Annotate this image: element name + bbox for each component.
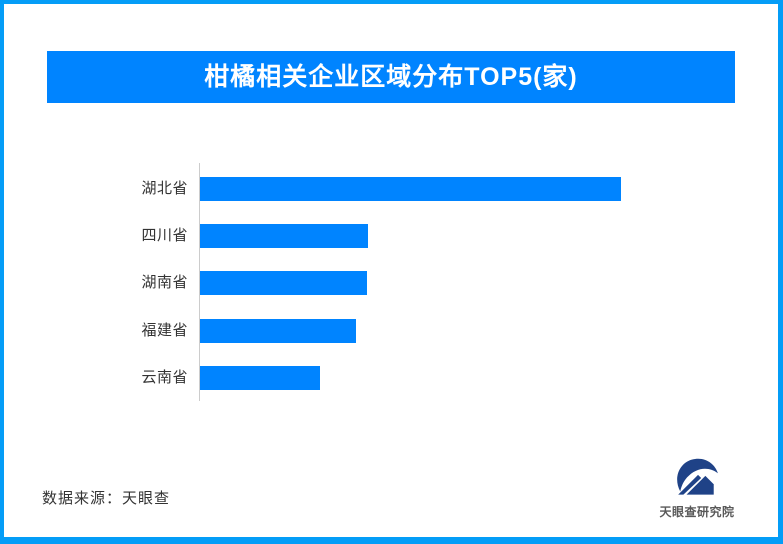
chart-row: 云南省	[4, 366, 778, 391]
chart-row: 四川省	[4, 223, 778, 248]
category-label: 四川省	[141, 226, 188, 244]
bar-福建省	[200, 318, 356, 343]
y-axis-line	[199, 163, 200, 401]
chart-row: 湖北省	[4, 176, 778, 201]
bar-湖南省	[200, 271, 367, 296]
bar-湖北省	[200, 176, 621, 201]
title-bar: 柑橘相关企业区域分布TOP5(家)	[47, 51, 735, 103]
bar-四川省	[200, 223, 368, 248]
tianyancha-logo: 天眼查研究院	[655, 457, 739, 533]
logo-label: 天眼查研究院	[659, 505, 735, 519]
category-label: 云南省	[141, 369, 188, 387]
category-label: 福建省	[141, 321, 188, 339]
bar-云南省	[200, 366, 320, 391]
category-label: 湖南省	[141, 274, 188, 292]
bar-chart: 湖北省四川省湖南省福建省云南省	[4, 163, 778, 405]
data-source-text: 数据来源：天眼查	[42, 490, 171, 507]
page-title: 柑橘相关企业区域分布TOP5(家)	[204, 63, 578, 91]
chart-row: 湖南省	[4, 271, 778, 296]
tianyancha-eye-icon	[677, 458, 718, 495]
category-label: 湖北省	[141, 179, 188, 197]
chart-row: 福建省	[4, 318, 778, 343]
